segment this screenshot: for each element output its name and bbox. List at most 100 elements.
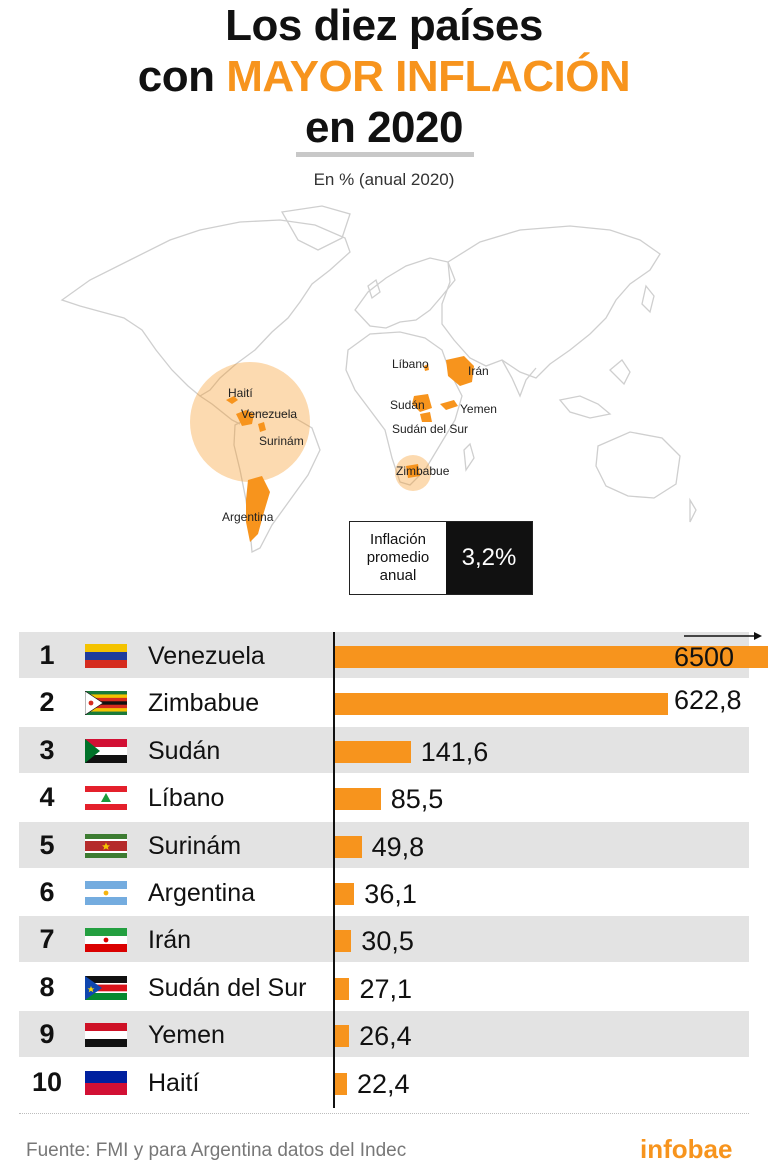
- map-label-argentina: Argentina: [222, 510, 274, 524]
- bar: [335, 883, 355, 905]
- title-line-1: Los diez países: [225, 1, 543, 50]
- zimbabwe-flag-icon: [84, 690, 127, 716]
- value-label: 22,4: [356, 1068, 410, 1099]
- title-line-2-prefix: con: [137, 52, 227, 101]
- bar: [335, 740, 411, 763]
- chart-subtitle: En % (anual 2020): [313, 170, 455, 189]
- average-label-line-3: anual: [379, 567, 417, 584]
- south-sudan-flag-icon: [85, 975, 127, 1000]
- average-label-line-2: promedio: [366, 549, 430, 566]
- rank-label: 6: [39, 877, 55, 907]
- world-outline: [60, 205, 697, 554]
- value-label: 141,6: [420, 736, 489, 767]
- map-label-yemen: Yemen: [460, 402, 497, 416]
- map-label-zimbabue: Zimbabue: [396, 464, 450, 478]
- bar: [335, 1025, 350, 1048]
- category-label: Venezuela: [148, 642, 265, 670]
- category-label: Líbano: [148, 784, 225, 813]
- yemen-shape: [440, 400, 458, 410]
- chart-title: Los diez países con MAYOR INFLACIÓN en 2…: [0, 0, 768, 153]
- argentina-flag-icon: [85, 881, 127, 905]
- average-inflation-value: 3,2%: [446, 522, 532, 594]
- rank-label: 4: [39, 782, 55, 813]
- chart-row-2: 2 Zimbabue: [19, 679, 749, 725]
- bar-chart: 1 Venezuela 6500 2 Zimbabue 622,8 3 Sudán 141,6 4…: [0, 628, 768, 1112]
- map-label-venezuela: Venezuela: [241, 407, 298, 421]
- rank-label: 3: [39, 734, 55, 765]
- map-label-haiti: Haití: [228, 386, 253, 400]
- chart-row-4: 4 Líbano: [19, 774, 749, 820]
- map-label-iran: Irán: [468, 364, 489, 378]
- category-label: Sudán del Sur: [148, 973, 307, 1002]
- bar: [335, 835, 362, 858]
- map-label-surinam: Surinám: [259, 434, 304, 448]
- chart-row-10: 10 Haití: [19, 1059, 749, 1105]
- value-label: 49,8: [371, 831, 425, 862]
- lebanon-shape: [424, 364, 429, 371]
- zimbabwe-shape: [406, 464, 420, 478]
- value-label: 30,5: [361, 926, 414, 957]
- category-label: Surinám: [148, 831, 242, 860]
- value-label: 27,1: [359, 973, 413, 1004]
- category-label: Argentina: [148, 879, 256, 907]
- highlighted-countries: [226, 356, 474, 542]
- rank-label: 1: [39, 640, 55, 670]
- category-label: Haití: [148, 1068, 200, 1097]
- bar: [335, 930, 352, 953]
- category-label: Sudán: [148, 736, 221, 765]
- yemen-flag-icon: [85, 1023, 127, 1048]
- bar: [335, 693, 668, 716]
- surinam-shape: [258, 422, 266, 432]
- category-label: Zimbabue: [148, 689, 260, 718]
- chart-row-8: 8 Sudán del Sur: [19, 964, 749, 1010]
- category-label: Yemen: [148, 1021, 225, 1050]
- map-label-libano: Líbano: [392, 357, 429, 371]
- map-label-sudan: Sudán: [390, 398, 425, 412]
- average-inflation-box: Inflación promedio anual 3,2%: [349, 521, 533, 595]
- rank-label: 8: [39, 971, 55, 1002]
- value-label: 6500: [674, 642, 735, 672]
- bar: [335, 646, 768, 668]
- chart-row-6: 6 Argentina: [19, 869, 749, 915]
- chart-axis-line: [333, 632, 335, 1108]
- rank-label: 10: [31, 1066, 63, 1097]
- sudan-flag-icon: [85, 738, 127, 763]
- haiti-shape: [226, 396, 238, 404]
- sudan-shape: [412, 394, 432, 412]
- value-label: 622,8: [674, 685, 742, 716]
- map-label-sudan-del-sur: Sudán del Sur: [392, 422, 469, 436]
- bar: [335, 788, 381, 811]
- category-label: Irán: [148, 926, 192, 955]
- title-accent: MAYOR INFLACIÓN: [226, 52, 631, 101]
- chart-row-9: 9 Yemen: [19, 1011, 749, 1058]
- value-label: 26,4: [359, 1021, 412, 1052]
- chart-row-3: 3 Sudán: [19, 726, 749, 773]
- average-inflation-label: Inflación promedio anual: [350, 522, 446, 594]
- suriname-flag-icon: [85, 833, 127, 858]
- bar: [335, 1072, 347, 1095]
- axis-break-arrow-icon: [684, 632, 762, 640]
- rank-label: 2: [39, 687, 55, 718]
- iran-shape: [446, 356, 474, 386]
- footer-rule: [19, 1113, 749, 1114]
- argentina-shape: [246, 476, 270, 542]
- venezuela-flag-icon: [85, 644, 127, 668]
- average-label-line-1: Inflación: [370, 531, 426, 548]
- world-map: [60, 205, 697, 554]
- chart-row-5: 5 Surinám: [19, 821, 749, 868]
- title-line-2: con MAYOR INFLACIÓN: [0, 51, 768, 102]
- title-line-3: en 2020: [305, 103, 463, 152]
- iran-flag-icon: [85, 928, 127, 953]
- lebanon-flag-icon: [85, 786, 127, 811]
- value-label: 36,1: [364, 879, 417, 909]
- source-note: Fuente: FMI y para Argentina datos del I…: [26, 1140, 407, 1161]
- brand-logo: infobae: [640, 1134, 733, 1164]
- title-underline: [296, 152, 474, 157]
- rank-label: 5: [39, 829, 55, 860]
- chart-row-7: 7 Irán: [19, 916, 749, 963]
- value-label: 85,5: [390, 784, 444, 815]
- south-sudan-shape: [420, 412, 432, 422]
- venezuela-shape: [236, 410, 254, 426]
- rank-label: 7: [39, 924, 55, 955]
- haiti-flag-icon: [85, 1070, 127, 1095]
